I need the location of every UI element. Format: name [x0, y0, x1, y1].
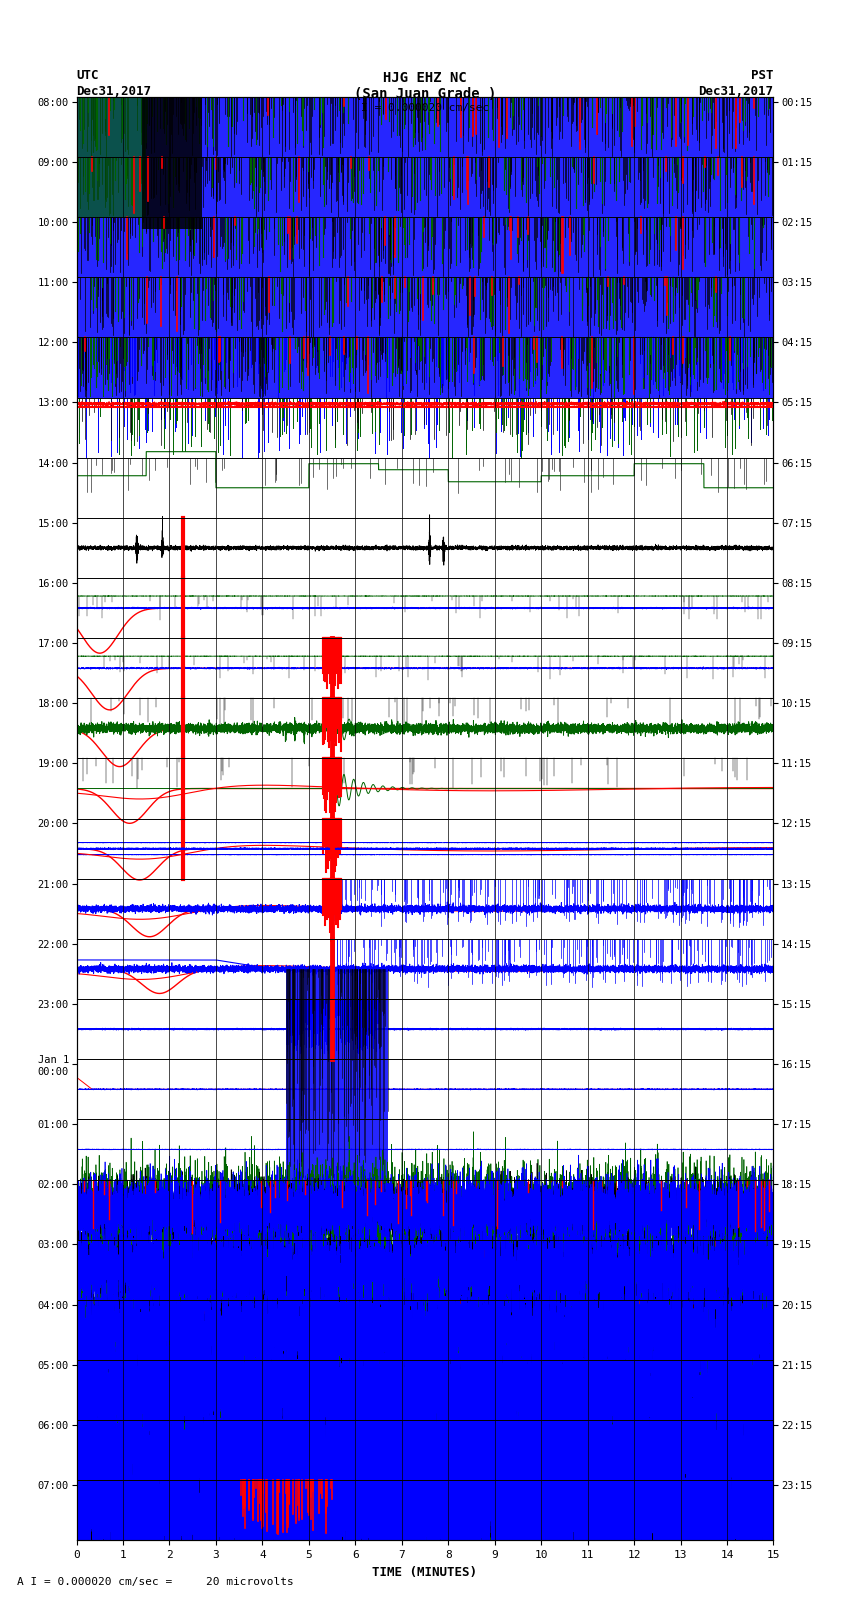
Text: A I = 0.000020 cm/sec =     20 microvolts: A I = 0.000020 cm/sec = 20 microvolts — [17, 1578, 294, 1587]
Bar — [286, 969, 388, 1197]
Bar — [76, 337, 774, 397]
Text: Dec31,2017: Dec31,2017 — [699, 85, 774, 98]
Text: HJG EHZ NC: HJG EHZ NC — [383, 71, 467, 85]
Bar — [76, 97, 774, 156]
Bar — [76, 97, 146, 156]
Text: (San Juan Grade ): (San Juan Grade ) — [354, 87, 496, 102]
Bar — [76, 1300, 774, 1360]
Bar — [76, 277, 774, 337]
Bar — [76, 1481, 774, 1540]
Bar — [142, 97, 202, 229]
Text: I = 0.000020 cm/sec: I = 0.000020 cm/sec — [361, 103, 489, 113]
Text: Dec31,2017: Dec31,2017 — [76, 85, 151, 98]
Bar — [76, 156, 146, 218]
Bar — [76, 218, 774, 277]
Text: UTC: UTC — [76, 69, 99, 82]
Text: PST: PST — [751, 69, 774, 82]
X-axis label: TIME (MINUTES): TIME (MINUTES) — [372, 1566, 478, 1579]
Bar — [76, 1360, 774, 1419]
Bar — [76, 1419, 774, 1481]
Bar — [76, 156, 774, 218]
